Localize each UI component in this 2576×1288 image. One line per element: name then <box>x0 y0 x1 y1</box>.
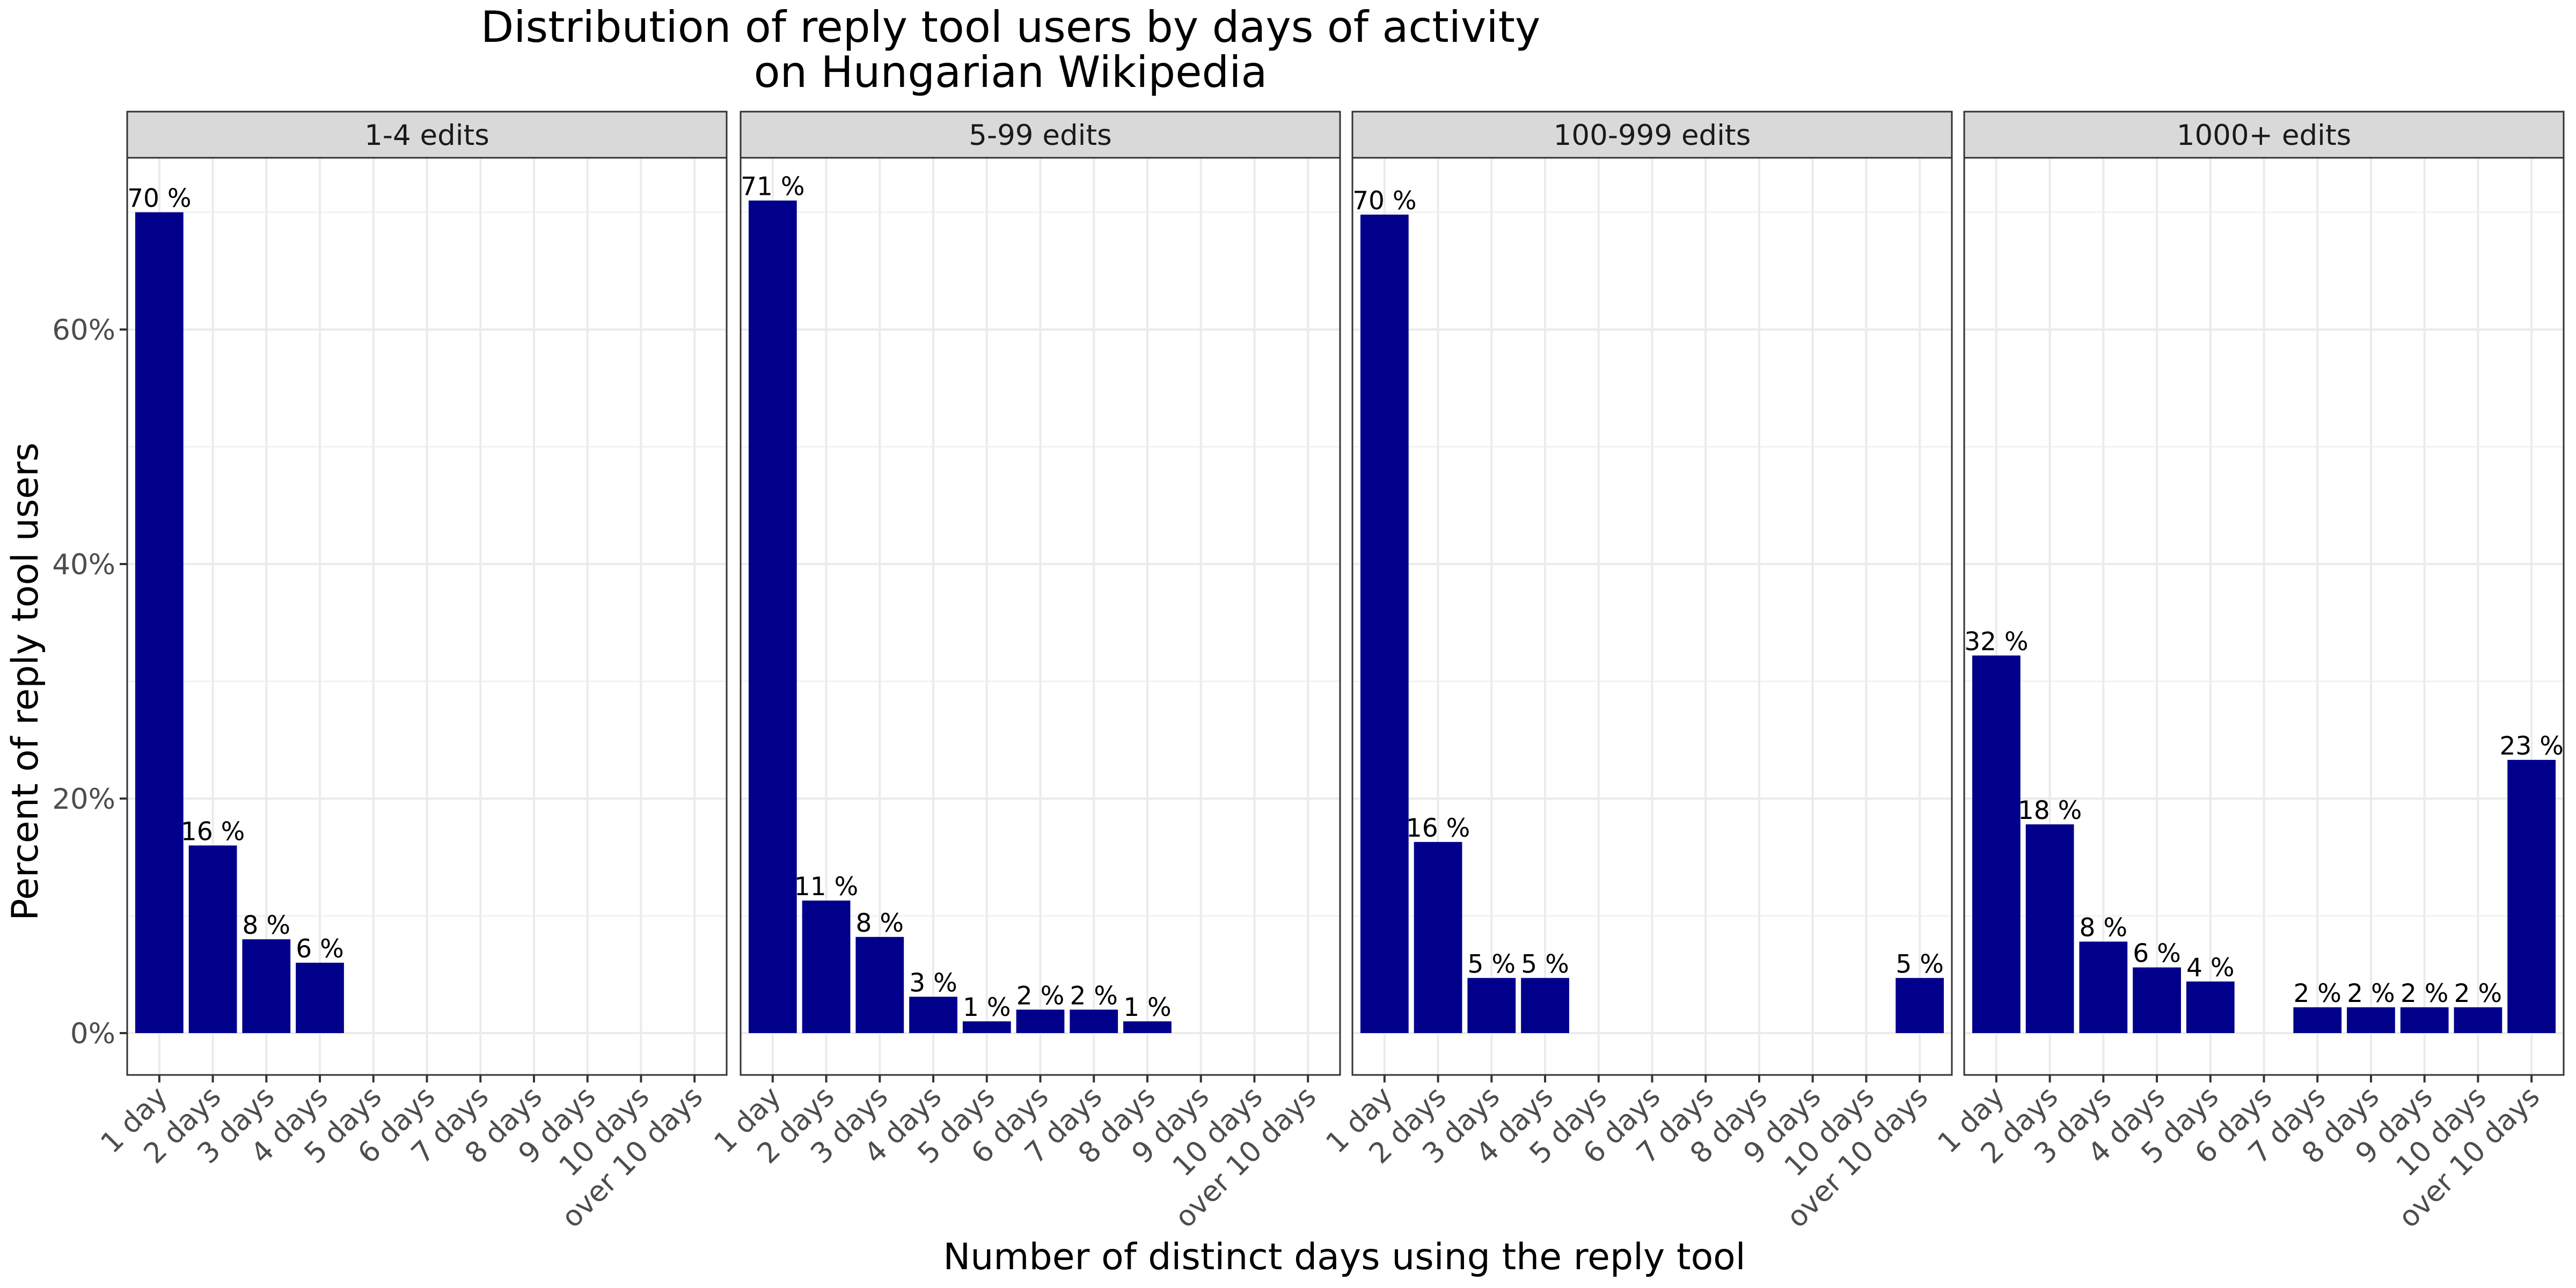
bar <box>1360 214 1409 1033</box>
chart-title-line-2: on Hungarian Wikipedia <box>754 47 1268 97</box>
bar-value-label: 70 % <box>127 184 191 214</box>
bar-value-label: 2 % <box>2454 979 2502 1008</box>
y-axis: 0% 20% 40% 60% <box>52 314 127 1050</box>
bar <box>2454 1007 2502 1033</box>
bar-value-label: 11 % <box>794 872 858 902</box>
facet-strip <box>1351 111 1953 159</box>
bar-value-label: 70 % <box>1352 186 1416 216</box>
bar-value-label: 5 % <box>1468 949 1516 979</box>
facet-strip <box>126 111 728 159</box>
bar-value-label: 71 % <box>741 172 804 202</box>
y-tick-label: 20% <box>52 783 115 816</box>
bar-value-label: 18 % <box>2018 796 2082 825</box>
bar-value-label: 2 % <box>2401 979 2449 1008</box>
bar <box>1123 1021 1172 1033</box>
bar <box>188 845 237 1033</box>
facet-strip <box>1963 111 2565 159</box>
y-tick-label: 0% <box>70 1018 115 1050</box>
facet-strip-label: 5-99 edits <box>969 119 1112 152</box>
bar-value-label: 32 % <box>1964 627 2028 656</box>
y-axis-title: Percent of reply tool users <box>4 443 47 921</box>
facet-panel: 32 %18 %8 %6 % 4 %2 % 2 % 2 % 2 %23 %1000+ e… <box>1931 111 2565 1234</box>
bar <box>1521 978 1569 1033</box>
bar <box>802 901 851 1033</box>
y-tick-label: 60% <box>52 314 115 347</box>
bar <box>1896 978 1944 1033</box>
bar <box>855 936 904 1033</box>
bar-value-label: 23 % <box>2499 731 2563 761</box>
facet-strip-label: 100-999 edits <box>1554 119 1751 152</box>
bar-value-label: 3 % <box>909 968 957 998</box>
bar <box>962 1021 1011 1033</box>
bar-value-label: 2 % <box>2347 979 2395 1008</box>
bar <box>2079 941 2128 1033</box>
bar <box>909 997 957 1033</box>
bar-value-label: 1 % <box>963 993 1011 1022</box>
bar-value-label: 6 % <box>2133 939 2181 969</box>
bar <box>2347 1007 2395 1033</box>
bar <box>2507 759 2556 1033</box>
bar-value-label: 2 % <box>1070 981 1118 1011</box>
facet-strip-label: 1-4 edits <box>364 119 489 152</box>
bar-value-label: 2 % <box>2293 979 2341 1008</box>
bar-value-label: 6 % <box>296 934 344 964</box>
bar <box>1972 655 2021 1033</box>
bar <box>2133 967 2181 1033</box>
chart-title-line-1: Distribution of reply tool users by days… <box>481 2 1541 52</box>
bar-value-label: 16 % <box>1406 814 1470 843</box>
bar <box>296 962 344 1033</box>
bar <box>1070 1009 1118 1033</box>
bar <box>2293 1007 2342 1033</box>
bar-value-label: 1 % <box>1123 993 1172 1022</box>
bar-value-label: 5 % <box>1521 949 1569 979</box>
bar <box>748 200 797 1033</box>
bar <box>2025 824 2074 1033</box>
bar-value-label: 16 % <box>181 817 245 846</box>
y-tick-label: 40% <box>52 548 115 581</box>
facet-strip-label: 1000+ edits <box>2177 119 2352 152</box>
bar <box>1467 978 1516 1033</box>
x-axis-title: Number of distinct days using the reply … <box>943 1236 1745 1278</box>
bar <box>2400 1007 2449 1033</box>
bar-value-label: 8 % <box>2080 913 2128 943</box>
facet-strip <box>740 111 1341 159</box>
bar-value-label: 4 % <box>2186 953 2235 983</box>
bar-value-label: 5 % <box>1896 949 1944 979</box>
bar-value-label: 8 % <box>856 909 904 938</box>
bar-value-label: 8 % <box>243 911 291 940</box>
bar <box>1016 1009 1065 1033</box>
bar <box>242 939 291 1033</box>
bar <box>1414 841 1462 1033</box>
bar <box>135 212 184 1033</box>
bar <box>2186 981 2235 1033</box>
bar-value-label: 2 % <box>1016 981 1065 1011</box>
